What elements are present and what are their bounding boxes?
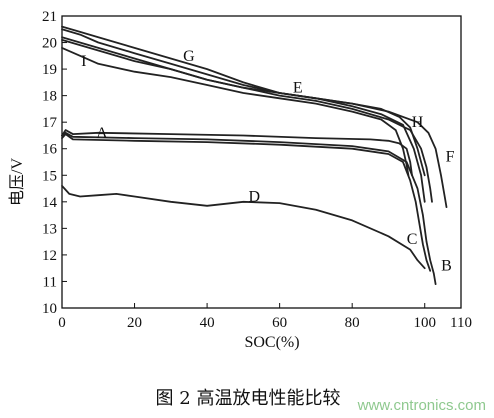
y-tick-label: 21 <box>42 9 57 25</box>
y-tick-label: 13 <box>42 221 57 237</box>
y-axis: 10 11 12 13 14 15 16 17 18 19 20 21 <box>42 9 67 317</box>
series-label-e: E <box>293 80 303 97</box>
series-line-h <box>61 39 433 203</box>
series-label-g: G <box>183 48 195 65</box>
y-tick-label: 15 <box>42 168 57 184</box>
series-label-i: I <box>81 53 86 70</box>
y-axis-title: 电压/V <box>8 158 26 206</box>
x-tick-label: 20 <box>127 315 142 331</box>
y-tick-label: 10 <box>42 301 57 317</box>
x-tick-label: 100 <box>413 315 436 331</box>
series-label-c: C <box>407 231 418 248</box>
figure-caption: 图 2 高温放电性能比较 <box>156 388 341 409</box>
y-tick-label: 11 <box>43 274 57 290</box>
series-label-f: F <box>446 149 455 166</box>
plot-frame <box>61 15 462 309</box>
series-labels: A B C D E F G H I <box>81 48 455 275</box>
x-tick-label: 60 <box>272 315 287 331</box>
y-tick-label: 19 <box>42 62 57 78</box>
plot-border <box>61 15 462 309</box>
series-line-f <box>61 36 448 208</box>
x-tick-label: 110 <box>450 315 472 331</box>
x-axis: 0 20 40 60 80 100 110 <box>58 303 472 331</box>
series-line-g <box>61 25 426 177</box>
series-line-i <box>61 47 410 177</box>
series-group <box>61 25 448 285</box>
x-axis-title: SOC(%) <box>244 334 299 351</box>
x-tick-label: 80 <box>345 315 360 331</box>
series-line-c <box>61 133 432 272</box>
series-line-b <box>61 131 437 285</box>
series-label-a: A <box>96 125 108 142</box>
series-label-h: H <box>412 114 424 131</box>
watermark-text: www.cntronics.com <box>357 397 486 414</box>
y-tick-label: 12 <box>42 248 57 264</box>
y-tick-label: 14 <box>42 195 58 211</box>
series-line-d <box>61 185 426 270</box>
y-tick-label: 17 <box>42 115 58 131</box>
y-tick-label: 18 <box>42 89 57 105</box>
series-label-d: D <box>248 189 260 206</box>
y-tick-label: 16 <box>42 142 58 158</box>
series-label-b: B <box>441 258 452 275</box>
x-tick-label: 0 <box>58 315 66 331</box>
y-tick-label: 20 <box>42 36 57 52</box>
series-line-a <box>61 129 413 177</box>
x-tick-label: 40 <box>200 315 215 331</box>
